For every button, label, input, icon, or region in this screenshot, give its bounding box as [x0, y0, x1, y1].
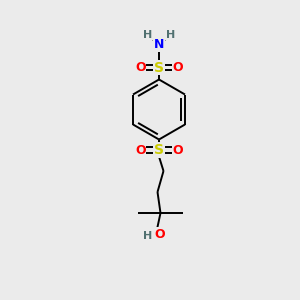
- Text: H: H: [143, 29, 152, 40]
- Text: H: H: [143, 231, 152, 242]
- Text: O: O: [154, 227, 165, 241]
- Text: S: S: [154, 143, 164, 157]
- Text: S: S: [154, 61, 164, 74]
- Text: H: H: [166, 29, 175, 40]
- Text: O: O: [172, 143, 183, 157]
- Text: O: O: [172, 61, 183, 74]
- Text: N: N: [154, 38, 164, 52]
- Text: O: O: [135, 61, 146, 74]
- Text: O: O: [135, 143, 146, 157]
